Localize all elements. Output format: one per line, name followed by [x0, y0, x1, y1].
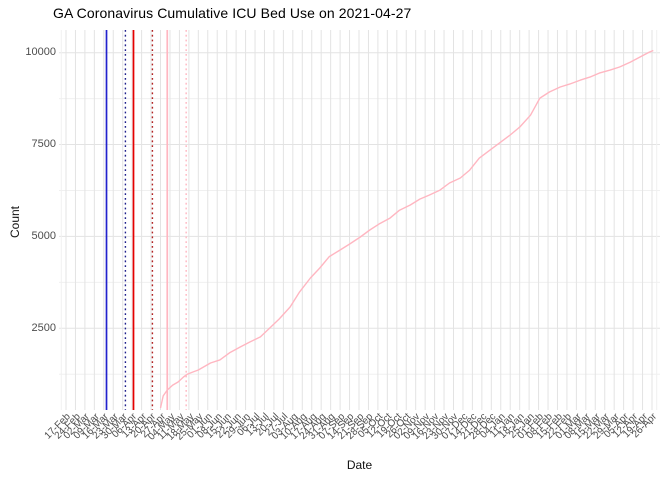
vertical-gridlines: [60, 30, 658, 410]
event-lines: [105, 30, 187, 410]
y-axis-title: Count: [8, 205, 22, 238]
horizontal-gridlines: [59, 52, 660, 375]
chart-title: GA Coronavirus Cumulative ICU Bed Use on…: [53, 5, 412, 21]
y-tick-label: 2500: [31, 321, 56, 334]
x-axis-title: Date: [346, 458, 373, 472]
y-tick-label: 7500: [31, 138, 56, 151]
series-line-cumulative-icu-bed-use: [159, 49, 654, 409]
y-tick-label: 5000: [31, 229, 56, 242]
y-tick-label: 10000: [25, 46, 56, 59]
